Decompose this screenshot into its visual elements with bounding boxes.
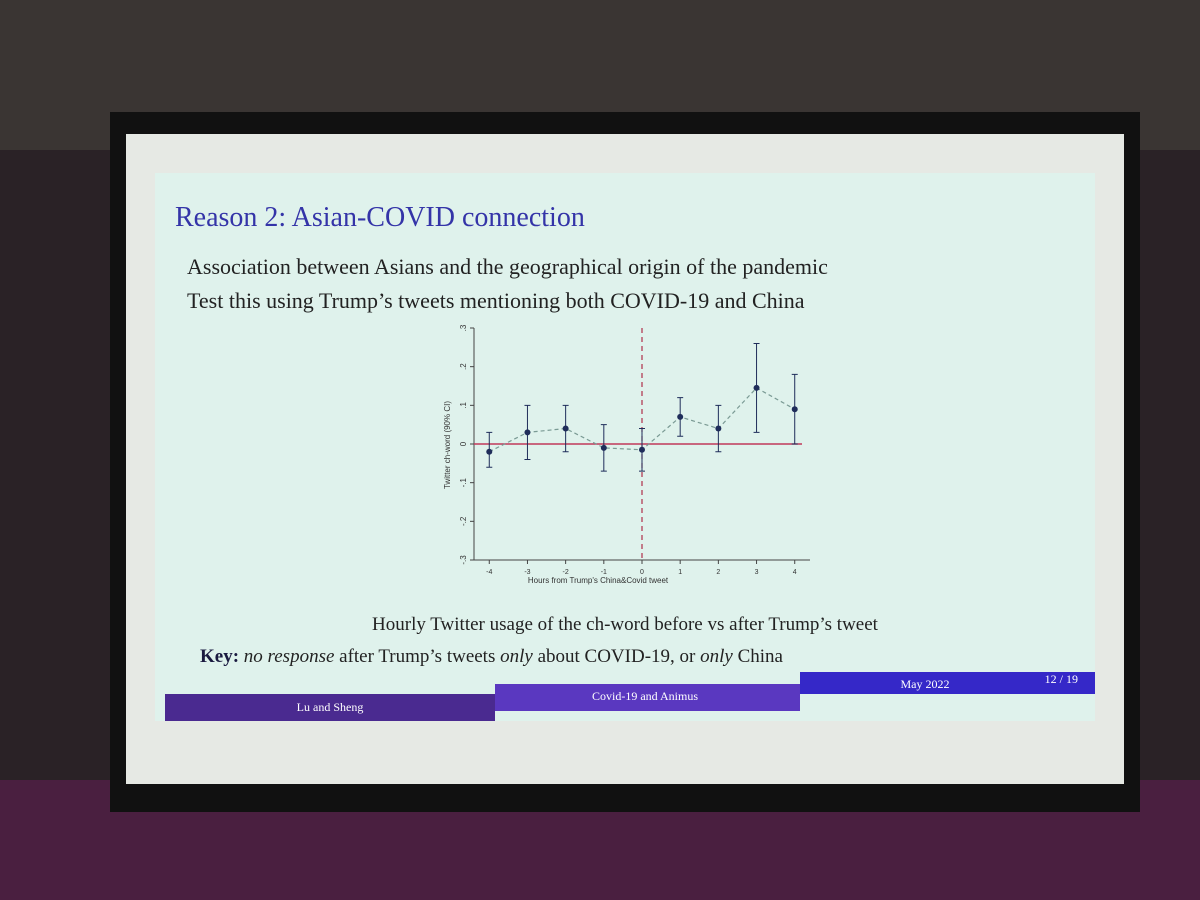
key-label: Key:	[200, 646, 239, 667]
key-text: China	[738, 646, 784, 667]
key-text: about COVID-19, or	[538, 646, 696, 667]
footer-band	[800, 672, 1095, 694]
bullet: Association between Asians and the geogr…	[187, 254, 828, 279]
key-line: Key: no response after Trump’s tweets on…	[200, 646, 784, 667]
x-tick-label: -3	[524, 569, 530, 576]
footer-authors: Lu and Sheng	[297, 700, 364, 714]
x-tick-label: -4	[486, 569, 492, 576]
point	[486, 448, 493, 455]
point	[791, 406, 798, 413]
point	[715, 425, 722, 432]
slide-title: Reason 2: Asian-COVID connection	[175, 202, 585, 233]
y-tick-label: .1	[459, 401, 468, 408]
point	[677, 413, 684, 420]
footer-band	[165, 694, 495, 721]
point	[753, 384, 760, 391]
key-text: only	[700, 646, 733, 667]
y-tick-label: 0	[459, 441, 468, 446]
point	[524, 429, 531, 436]
x-tick-label: 1	[678, 569, 682, 576]
point	[562, 425, 569, 432]
footer-date: May 2022	[901, 677, 950, 691]
x-tick-label: 0	[640, 569, 644, 576]
chart: Hours from Trump's China&Covid tweet Twi…	[443, 324, 810, 585]
x-tick-label: 2	[716, 569, 720, 576]
slide	[155, 173, 1095, 721]
point	[600, 444, 607, 451]
caption: Hourly Twitter usage of the ch-word befo…	[372, 614, 879, 635]
key-text: only	[500, 646, 533, 667]
y-tick-label: .2	[459, 363, 468, 370]
x-tick-label: -2	[563, 569, 569, 576]
x-tick-label: 3	[755, 569, 759, 576]
y-tick-label: .3	[459, 324, 468, 331]
y-tick-label: -.3	[459, 555, 468, 565]
footer-title: Covid-19 and Animus	[592, 689, 698, 703]
bullet: Test this using Trump’s tweets mentionin…	[187, 288, 805, 313]
x-tick-label: 4	[793, 569, 797, 576]
key-text: no response	[244, 646, 335, 667]
point	[639, 446, 645, 453]
y-axis-title: Twitter ch-word (90% CI)	[443, 401, 452, 489]
key-text: after Trump’s tweets	[339, 646, 495, 667]
x-tick-label: -1	[601, 569, 607, 576]
x-axis-title: Hours from Trump's China&Covid tweet	[528, 576, 669, 585]
footer-band	[495, 684, 800, 711]
y-tick-label: -.2	[459, 516, 468, 526]
y-tick-label: -.1	[459, 477, 468, 487]
footer-page: 12 / 19	[1045, 672, 1078, 686]
